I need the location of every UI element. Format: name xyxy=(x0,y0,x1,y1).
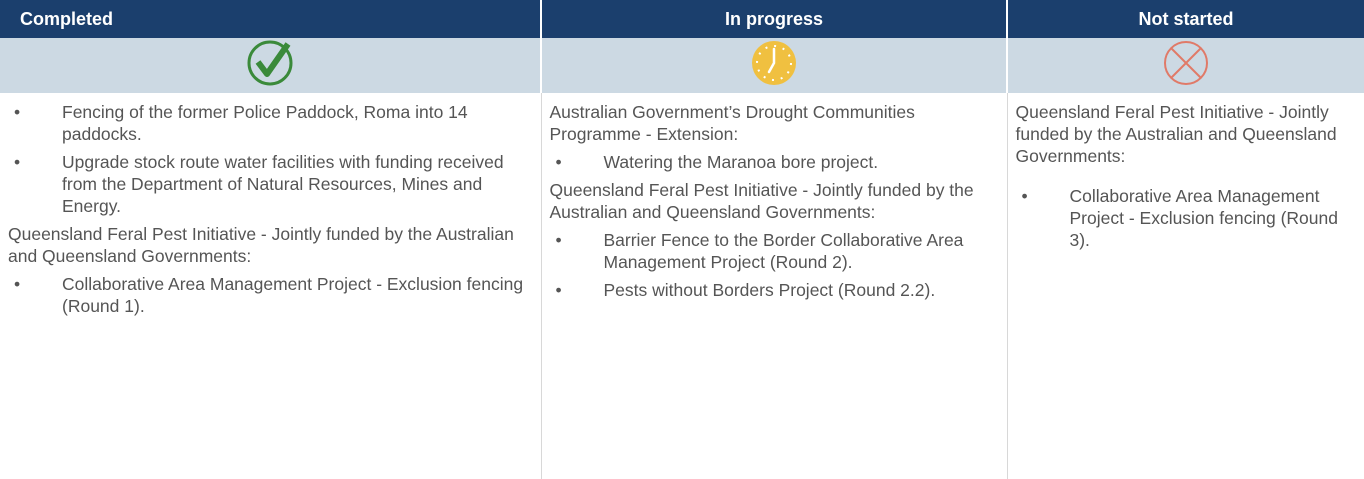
content-cell: Australian Government’s Drought Communit… xyxy=(540,93,1007,479)
bullet-item: Collaborative Area Management Project - … xyxy=(8,273,529,317)
content-cell: Queensland Feral Pest Initiative - Joint… xyxy=(1006,93,1364,479)
paragraph: Queensland Feral Pest Initiative - Joint… xyxy=(549,180,974,222)
bullet-item: Fencing of the former Police Paddock, Ro… xyxy=(8,101,529,145)
icon-cell xyxy=(540,38,1007,93)
content-row: Fencing of the former Police Paddock, Ro… xyxy=(0,93,1364,479)
header-row: Completed In progress Not started xyxy=(0,0,1364,38)
bullet-item: Pests without Borders Project (Round 2.2… xyxy=(550,279,995,301)
paragraph: Queensland Feral Pest Initiative - Joint… xyxy=(8,224,514,266)
check-icon xyxy=(247,40,293,86)
column-header: In progress xyxy=(540,0,1007,38)
bullet-item: Barrier Fence to the Border Collaborativ… xyxy=(550,229,995,273)
bullet-item: Watering the Maranoa bore project. xyxy=(550,151,995,173)
icon-cell xyxy=(0,38,541,93)
icon-cell xyxy=(1006,38,1364,93)
paragraph: Australian Government’s Drought Communit… xyxy=(549,102,915,144)
cross-icon xyxy=(1164,41,1208,85)
icon-row xyxy=(0,38,1364,93)
paragraph: Queensland Feral Pest Initiative - Joint… xyxy=(1015,102,1337,166)
bullet-item: Upgrade stock route water facilities wit… xyxy=(8,151,529,217)
content-cell: Fencing of the former Police Paddock, Ro… xyxy=(0,93,541,479)
column-header: Completed xyxy=(0,0,541,38)
clock-icon xyxy=(752,41,796,85)
bullet-item: Collaborative Area Management Project - … xyxy=(1016,185,1353,251)
column-header: Not started xyxy=(1006,0,1364,38)
